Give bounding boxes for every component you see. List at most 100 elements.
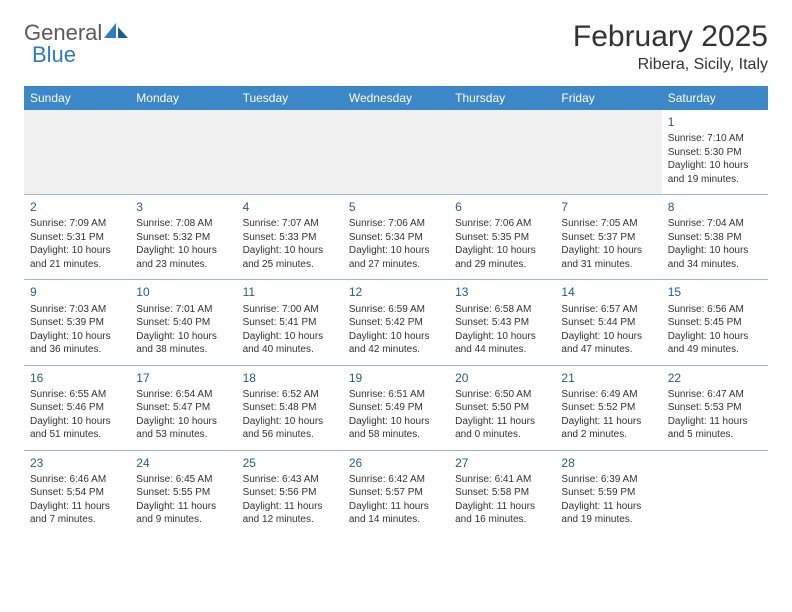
- sunset-text: Sunset: 5:55 PM: [136, 486, 230, 500]
- sunrise-text: Sunrise: 7:06 AM: [349, 217, 443, 231]
- daylight-text: Daylight: 10 hours and 23 minutes.: [136, 244, 230, 271]
- daylight-text: Daylight: 10 hours and 53 minutes.: [136, 415, 230, 442]
- day-cell: 23Sunrise: 6:46 AMSunset: 5:54 PMDayligh…: [24, 451, 130, 535]
- weekday-header: Saturday: [662, 86, 768, 110]
- day-cell: 20Sunrise: 6:50 AMSunset: 5:50 PMDayligh…: [449, 366, 555, 451]
- day-number: 27: [455, 455, 549, 471]
- day-number: 17: [136, 370, 230, 386]
- sunset-text: Sunset: 5:43 PM: [455, 316, 549, 330]
- day-cell: [449, 110, 555, 195]
- day-cell: [555, 110, 661, 195]
- day-cell: 25 Sunrise: 6:43 AMSunset: 5:56 PMDayligh…: [237, 451, 343, 535]
- day-number: 18: [243, 370, 337, 386]
- sunset-text: Sunset: 5:59 PM: [561, 486, 655, 500]
- sunrise-text: Sunrise: 6:56 AM: [668, 303, 762, 317]
- month-title: February 2025: [573, 20, 768, 54]
- day-number: 15: [668, 284, 762, 300]
- day-number: 20: [455, 370, 549, 386]
- week-row: 9Sunrise: 7:03 AMSunset: 5:39 PMDaylight…: [24, 280, 768, 365]
- day-cell: [24, 110, 130, 195]
- day-cell: 6Sunrise: 7:06 AMSunset: 5:35 PMDaylight…: [449, 195, 555, 280]
- day-cell: 22 Sunrise: 6:47 AMSunset: 5:53 PMDayligh…: [662, 366, 768, 451]
- sunrise-text: Sunrise: 6:47 AM: [668, 388, 762, 402]
- day-number: 4: [243, 199, 337, 215]
- sunrise-text: Sunrise: 6:50 AM: [455, 388, 549, 402]
- logo: GeneralBlue: [24, 20, 130, 68]
- day-number: 16: [30, 370, 124, 386]
- day-cell: 14Sunrise: 6:57 AMSunset: 5:44 PMDayligh…: [555, 280, 661, 365]
- day-number: 26: [349, 455, 443, 471]
- weekday-header: Monday: [130, 86, 236, 110]
- daylight-text: Daylight: 10 hours and 42 minutes.: [349, 330, 443, 357]
- day-cell: [130, 110, 236, 195]
- daylight-text: Daylight: 10 hours and 27 minutes.: [349, 244, 443, 271]
- daylight-text: Daylight: 11 hours and 12 minutes.: [243, 500, 337, 527]
- day-cell: 21Sunrise: 6:49 AMSunset: 5:52 PMDayligh…: [555, 366, 661, 451]
- daylight-text: Daylight: 10 hours and 31 minutes.: [561, 244, 655, 271]
- daylight-text: Daylight: 11 hours and 5 minutes.: [668, 415, 762, 442]
- title-block: February 2025 Ribera, Sicily, Italy: [573, 20, 768, 74]
- sunrise-text: Sunrise: 7:00 AM: [243, 303, 337, 317]
- sunrise-text: Sunrise: 6:41 AM: [455, 473, 549, 487]
- daylight-text: Daylight: 10 hours and 19 minutes.: [668, 159, 762, 186]
- daylight-text: Daylight: 11 hours and 9 minutes.: [136, 500, 230, 527]
- day-number: 9: [30, 284, 124, 300]
- daylight-text: Daylight: 11 hours and 7 minutes.: [30, 500, 124, 527]
- sunset-text: Sunset: 5:35 PM: [455, 231, 549, 245]
- sunrise-text: Sunrise: 6:57 AM: [561, 303, 655, 317]
- weekday-header: Sunday: [24, 86, 130, 110]
- sunset-text: Sunset: 5:34 PM: [349, 231, 443, 245]
- day-number: 8: [668, 199, 762, 215]
- sunrise-text: Sunrise: 7:09 AM: [30, 217, 124, 231]
- daylight-text: Daylight: 10 hours and 58 minutes.: [349, 415, 443, 442]
- day-number: 3: [136, 199, 230, 215]
- week-row: 16Sunrise: 6:55 AMSunset: 5:46 PMDayligh…: [24, 366, 768, 451]
- sunset-text: Sunset: 5:49 PM: [349, 401, 443, 415]
- day-cell: [343, 110, 449, 195]
- day-cell: 28Sunrise: 6:39 AMSunset: 5:59 PMDayligh…: [555, 451, 661, 535]
- sunrise-text: Sunrise: 7:04 AM: [668, 217, 762, 231]
- day-number: 25: [243, 455, 337, 471]
- sunrise-text: Sunrise: 6:43 AM: [243, 473, 337, 487]
- day-number: 19: [349, 370, 443, 386]
- daylight-text: Daylight: 10 hours and 25 minutes.: [243, 244, 337, 271]
- week-row: 23Sunrise: 6:46 AMSunset: 5:54 PMDayligh…: [24, 451, 768, 535]
- day-cell: 2Sunrise: 7:09 AMSunset: 5:31 PMDaylight…: [24, 195, 130, 280]
- sunset-text: Sunset: 5:45 PM: [668, 316, 762, 330]
- header: GeneralBlue February 2025 Ribera, Sicily…: [24, 20, 768, 74]
- logo-sail-icon: [104, 20, 130, 46]
- sunset-text: Sunset: 5:53 PM: [668, 401, 762, 415]
- sunset-text: Sunset: 5:57 PM: [349, 486, 443, 500]
- day-cell: 27Sunrise: 6:41 AMSunset: 5:58 PMDayligh…: [449, 451, 555, 535]
- sunset-text: Sunset: 5:30 PM: [668, 146, 762, 160]
- day-number: 22: [668, 370, 762, 386]
- day-number: 24: [136, 455, 230, 471]
- weekday-header: Wednesday: [343, 86, 449, 110]
- daylight-text: Daylight: 11 hours and 14 minutes.: [349, 500, 443, 527]
- daylight-text: Daylight: 10 hours and 49 minutes.: [668, 330, 762, 357]
- day-cell: 16Sunrise: 6:55 AMSunset: 5:46 PMDayligh…: [24, 366, 130, 451]
- day-number: 13: [455, 284, 549, 300]
- sunset-text: Sunset: 5:39 PM: [30, 316, 124, 330]
- day-number: 2: [30, 199, 124, 215]
- day-cell: 19 Sunrise: 6:51 AMSunset: 5:49 PMDayligh…: [343, 366, 449, 451]
- day-cell: 4Sunrise: 7:07 AMSunset: 5:33 PMDaylight…: [237, 195, 343, 280]
- day-cell: 26Sunrise: 6:42 AMSunset: 5:57 PMDayligh…: [343, 451, 449, 535]
- day-number: 7: [561, 199, 655, 215]
- day-cell: 18Sunrise: 6:52 AMSunset: 5:48 PMDayligh…: [237, 366, 343, 451]
- sunset-text: Sunset: 5:37 PM: [561, 231, 655, 245]
- sunrise-text: Sunrise: 6:51 AM: [349, 388, 443, 402]
- day-number: 14: [561, 284, 655, 300]
- day-cell: 5 Sunrise: 7:06 AMSunset: 5:34 PMDaylight…: [343, 195, 449, 280]
- sunrise-text: Sunrise: 7:07 AM: [243, 217, 337, 231]
- sunrise-text: Sunrise: 7:05 AM: [561, 217, 655, 231]
- sunset-text: Sunset: 5:56 PM: [243, 486, 337, 500]
- sunset-text: Sunset: 5:46 PM: [30, 401, 124, 415]
- sunset-text: Sunset: 5:44 PM: [561, 316, 655, 330]
- sunset-text: Sunset: 5:58 PM: [455, 486, 549, 500]
- day-number: 11: [243, 284, 337, 300]
- sunset-text: Sunset: 5:48 PM: [243, 401, 337, 415]
- day-number: 5: [349, 199, 443, 215]
- sunrise-text: Sunrise: 7:10 AM: [668, 132, 762, 146]
- day-cell: 13Sunrise: 6:58 AMSunset: 5:43 PMDayligh…: [449, 280, 555, 365]
